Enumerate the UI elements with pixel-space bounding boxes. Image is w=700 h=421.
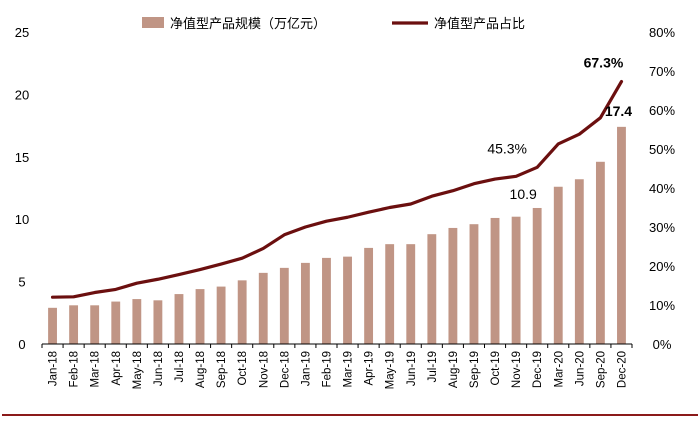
annotations-group: 67.3% 17.4 45.3% 10.9 xyxy=(487,55,632,202)
data-label: 45.3% xyxy=(487,140,527,156)
y-left-tick-label: 10 xyxy=(15,212,29,227)
bar xyxy=(279,267,289,344)
x-tick-label: Dec-18 xyxy=(279,351,291,388)
y-right-tick-label: 0% xyxy=(653,337,672,352)
x-tick-label: Sep-19 xyxy=(469,351,481,388)
x-tick-label: Feb-19 xyxy=(321,351,333,387)
bars-group xyxy=(48,126,626,344)
x-tick-label: Sep-18 xyxy=(216,351,228,388)
y-left-tick-label: 20 xyxy=(15,87,29,102)
bar xyxy=(553,186,563,344)
x-tick-label: Mar-19 xyxy=(343,351,355,387)
x-tick-label: Apr-18 xyxy=(111,351,123,386)
bar xyxy=(153,300,163,344)
x-tick-label: Apr-19 xyxy=(364,351,376,386)
bar xyxy=(427,234,437,344)
bar xyxy=(448,227,458,344)
data-label: 10.9 xyxy=(510,186,537,202)
bar xyxy=(490,217,500,344)
bar xyxy=(69,305,79,344)
legend-line-label: 净值型产品占比 xyxy=(434,16,525,32)
bar xyxy=(132,299,142,344)
bar xyxy=(385,244,395,344)
x-tick-label: Jul-18 xyxy=(174,351,186,382)
x-tick-label: Sep-20 xyxy=(595,351,607,388)
line-series xyxy=(50,79,624,299)
y-left-tick-label: 15 xyxy=(15,150,29,165)
axes-group: Jan-18 Feb-18 Mar-18 Apr-18 May-18 Jun-18 Jul-… xyxy=(15,25,676,389)
bar xyxy=(343,256,352,344)
y-left-tick-label: 0 xyxy=(18,337,25,352)
y-right-tick-label: 20% xyxy=(649,259,675,274)
x-tick-label: Jun-20 xyxy=(574,351,586,386)
y-right-tick-label: 80% xyxy=(649,25,675,40)
y-right-tick-label: 70% xyxy=(649,64,675,79)
x-tick-label: Feb-18 xyxy=(69,351,81,387)
x-tick-label: Aug-18 xyxy=(195,351,207,388)
x-tick-label: Jun-18 xyxy=(153,351,165,386)
legend-bar-label: 净值型产品规模（万亿元） xyxy=(170,16,326,32)
bar xyxy=(258,272,268,344)
bar xyxy=(195,289,205,344)
bar xyxy=(48,307,57,344)
x-tick-label: May-18 xyxy=(132,351,144,389)
bar xyxy=(111,301,121,344)
x-tick-label: Jan-18 xyxy=(48,351,60,386)
x-tick-label: Oct-18 xyxy=(237,351,249,386)
x-tick-label: Dec-20 xyxy=(616,351,628,388)
bar xyxy=(216,286,226,344)
bar xyxy=(595,161,605,344)
legend: 净值型产品规模（万亿元） 净值型产品占比 xyxy=(142,16,525,32)
bar xyxy=(574,179,584,344)
data-label: 67.3% xyxy=(584,55,624,71)
x-tick-label: Jun-19 xyxy=(406,351,418,386)
x-tick-label: Mar-20 xyxy=(553,351,565,387)
bar xyxy=(617,126,626,344)
x-tick-label: Aug-19 xyxy=(448,351,460,388)
bar xyxy=(322,257,331,344)
bar xyxy=(300,262,310,344)
y-right-tick-label: 40% xyxy=(649,181,675,196)
x-tick-label: May-19 xyxy=(385,351,397,389)
y-left-tick-label: 5 xyxy=(18,275,25,290)
bar xyxy=(237,280,247,344)
x-tick-label: Nov-19 xyxy=(511,351,523,388)
y-right-tick-label: 30% xyxy=(649,220,675,235)
x-tick-label: Jan-19 xyxy=(300,351,312,386)
y-left-tick-label: 25 xyxy=(15,25,29,40)
x-tick-label: Oct-19 xyxy=(490,351,502,386)
bar xyxy=(469,224,479,344)
bar xyxy=(532,207,542,344)
x-tick-label: Mar-18 xyxy=(90,351,102,387)
y-right-tick-label: 60% xyxy=(649,103,675,118)
data-label: 17.4 xyxy=(605,103,632,119)
x-tick-label: Jul-19 xyxy=(427,351,439,382)
y-right-tick-label: 50% xyxy=(649,142,675,157)
legend-bar-swatch xyxy=(142,17,164,28)
x-tick-label: Dec-19 xyxy=(532,351,544,388)
bar xyxy=(174,294,184,344)
bar xyxy=(406,244,416,344)
bar xyxy=(90,305,100,344)
bar xyxy=(364,247,374,344)
bar xyxy=(511,216,521,344)
y-right-tick-label: 10% xyxy=(649,298,675,313)
line-group xyxy=(50,79,624,299)
x-tick-label: Nov-18 xyxy=(258,351,270,388)
